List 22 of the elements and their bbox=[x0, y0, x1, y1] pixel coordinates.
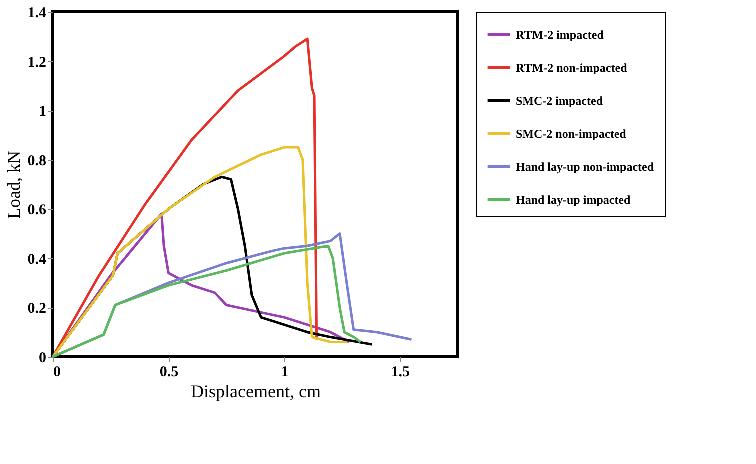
legend-label: SMC-2 non-impacted bbox=[516, 127, 627, 141]
x-tick-label: 1.5 bbox=[391, 364, 410, 380]
y-tick-label: 0.6 bbox=[28, 202, 47, 219]
legend-label: RTM-2 impacted bbox=[516, 28, 604, 42]
x-tick-label: 1 bbox=[281, 364, 289, 380]
y-tick-label: 1.4 bbox=[28, 6, 47, 22]
y-tick-label: 0 bbox=[39, 350, 46, 366]
y-tick-label: 0.8 bbox=[28, 153, 46, 170]
line-series bbox=[52, 146, 348, 358]
legend-label: Hand lay-up non-impacted bbox=[516, 160, 654, 174]
x-axis-title: Displacement, cm bbox=[191, 382, 321, 402]
line-series bbox=[52, 244, 362, 358]
legend-label: RTM-2 non-impacted bbox=[516, 61, 628, 75]
x-tick-label: 0.5 bbox=[160, 364, 179, 380]
legend-label: Hand lay-up impacted bbox=[516, 193, 632, 207]
y-tick-label: 0.4 bbox=[28, 252, 47, 268]
y-tick-label: 1 bbox=[39, 104, 46, 120]
y-tick-label: 1.2 bbox=[28, 54, 46, 71]
x-tick-label: 0 bbox=[54, 364, 61, 380]
y-axis-title: Load, kN bbox=[4, 151, 24, 219]
legend-label: SMC-2 impacted bbox=[516, 94, 604, 108]
y-tick-label: 0.2 bbox=[28, 301, 46, 318]
